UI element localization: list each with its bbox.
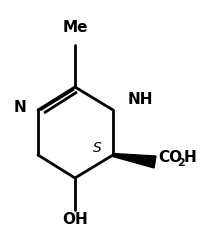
Text: NH: NH [127,92,153,108]
Polygon shape [112,153,155,168]
Text: 2: 2 [176,158,184,168]
Text: S: S [92,141,101,155]
Text: H: H [183,151,196,165]
Text: OH: OH [62,212,88,227]
Text: CO: CO [157,151,181,165]
Text: N: N [13,101,26,116]
Text: Me: Me [62,20,87,35]
